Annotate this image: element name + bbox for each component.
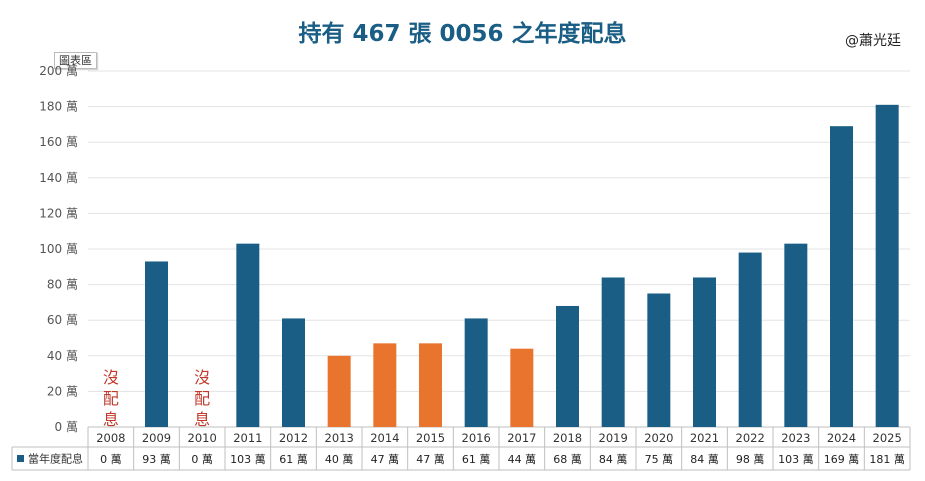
- x-tick-label: 2024: [827, 431, 856, 445]
- data-table-value: 68 萬: [553, 453, 582, 466]
- y-tick-label: 100 萬: [39, 242, 78, 256]
- bar-2023: [784, 243, 808, 427]
- x-tick-label: 2008: [96, 431, 125, 445]
- y-tick-label: 140 萬: [39, 171, 78, 185]
- y-tick-label: 120 萬: [39, 206, 78, 220]
- y-tick-label: 40 萬: [47, 349, 78, 363]
- bar-2012: [282, 318, 305, 427]
- data-table-value: 93 萬: [142, 453, 171, 466]
- data-table-value: 103 萬: [230, 453, 266, 466]
- no-dividend-note: 配: [103, 389, 119, 408]
- y-tick-label: 60 萬: [47, 313, 78, 327]
- chart-area-tooltip: 圖表區: [54, 52, 97, 69]
- bar-2021: [693, 277, 716, 427]
- x-tick-label: 2017: [507, 431, 536, 445]
- author-credit: @蕭光廷: [845, 33, 901, 49]
- legend-series-name: 當年度配息: [28, 452, 83, 466]
- data-table-value: 44 萬: [508, 453, 537, 466]
- bar-2017: [510, 348, 534, 427]
- x-tick-label: 2019: [599, 431, 628, 445]
- data-table-value: 0 萬: [100, 453, 122, 466]
- bar-2022: [738, 252, 762, 427]
- data-table-value: 75 萬: [645, 453, 674, 466]
- bar-2013: [327, 355, 351, 427]
- no-dividend-note: 息: [194, 410, 210, 429]
- x-tick-label: 2023: [781, 431, 810, 445]
- x-tick-label: 2009: [142, 431, 171, 445]
- data-table-value: 98 萬: [736, 453, 765, 466]
- x-tick-label: 2010: [188, 431, 217, 445]
- bar-2025: [875, 104, 899, 427]
- y-tick-label: 160 萬: [39, 135, 78, 149]
- data-table-value: 84 萬: [599, 453, 628, 466]
- data-table-value: 40 萬: [325, 453, 354, 466]
- x-tick-label: 2015: [416, 431, 445, 445]
- x-tick-label: 2025: [873, 431, 902, 445]
- data-table-value: 47 萬: [371, 453, 400, 466]
- data-table-value: 84 萬: [690, 453, 719, 466]
- no-dividend-note: 沒: [194, 368, 210, 387]
- x-tick-label: 2014: [370, 431, 399, 445]
- no-dividend-note: 配: [194, 389, 210, 408]
- bar-2024: [830, 126, 853, 428]
- x-tick-label: 2021: [690, 431, 719, 445]
- y-tick-label: 0 萬: [55, 420, 78, 434]
- x-tick-label: 2018: [553, 431, 582, 445]
- data-table-value: 61 萬: [279, 453, 308, 466]
- y-tick-label: 180 萬: [39, 100, 78, 114]
- data-table-value: 0 萬: [191, 453, 213, 466]
- data-table-value: 103 萬: [778, 453, 814, 466]
- bar-2019: [601, 277, 625, 427]
- x-tick-label: 2016: [462, 431, 491, 445]
- bar-2011: [236, 243, 260, 427]
- y-tick-label: 80 萬: [47, 278, 78, 292]
- x-tick-label: 2012: [279, 431, 308, 445]
- no-dividend-note: 沒: [103, 368, 119, 387]
- data-table-value: 61 萬: [462, 453, 491, 466]
- x-tick-label: 2020: [644, 431, 673, 445]
- y-tick-label: 20 萬: [47, 384, 78, 398]
- legend-swatch: [17, 455, 24, 462]
- bar-2020: [647, 293, 671, 427]
- bar-2014: [373, 343, 397, 427]
- x-tick-label: 2011: [233, 431, 262, 445]
- bar-2015: [419, 343, 442, 427]
- bar-2018: [556, 305, 579, 427]
- x-tick-label: 2013: [325, 431, 354, 445]
- chart-title: 持有 467 張 0056 之年度配息: [298, 21, 627, 47]
- bar-2009: [145, 261, 168, 427]
- bar-2016: [464, 318, 488, 427]
- data-table-value: 47 萬: [416, 453, 445, 466]
- data-table-value: 169 萬: [824, 453, 860, 466]
- x-tick-label: 2022: [736, 431, 765, 445]
- y-tick-label: 200 萬: [39, 64, 78, 78]
- data-table-value: 181 萬: [869, 453, 905, 466]
- no-dividend-note: 息: [103, 410, 119, 429]
